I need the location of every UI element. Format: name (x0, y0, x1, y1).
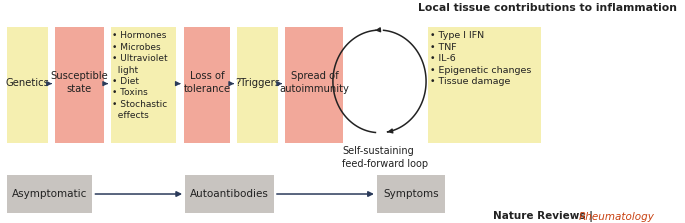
Text: Nature Reviews |: Nature Reviews | (493, 211, 597, 222)
Text: ?Triggers: ?Triggers (235, 78, 280, 87)
Text: Symptoms: Symptoms (383, 189, 439, 199)
Text: Self-sustaining
feed-forward loop: Self-sustaining feed-forward loop (342, 146, 429, 169)
FancyBboxPatch shape (237, 27, 278, 143)
Text: Susceptible
state: Susceptible state (51, 71, 108, 94)
FancyBboxPatch shape (55, 27, 104, 143)
Text: Rheumatology: Rheumatology (579, 212, 655, 222)
FancyBboxPatch shape (377, 175, 445, 213)
FancyBboxPatch shape (111, 27, 176, 143)
Text: Local tissue contributions to inflammation: Local tissue contributions to inflammati… (419, 3, 677, 13)
Text: Genetics: Genetics (5, 78, 49, 87)
FancyBboxPatch shape (428, 27, 541, 143)
FancyBboxPatch shape (185, 175, 274, 213)
Text: • Hormones
• Microbes
• Ultraviolet
  light
• Diet
• Toxins
• Stochastic
  effec: • Hormones • Microbes • Ultraviolet ligh… (112, 31, 168, 120)
Text: Autoantibodies: Autoantibodies (190, 189, 269, 199)
Text: • Type I IFN
• TNF
• IL-6
• Epigenetic changes
• Tissue damage: • Type I IFN • TNF • IL-6 • Epigenetic c… (430, 31, 532, 86)
Text: Asymptomatic: Asymptomatic (12, 189, 88, 199)
FancyBboxPatch shape (7, 27, 48, 143)
FancyBboxPatch shape (285, 27, 343, 143)
Text: Spread of
autoimmunity: Spread of autoimmunity (279, 71, 349, 94)
Text: Loss of
tolerance: Loss of tolerance (184, 71, 230, 94)
FancyBboxPatch shape (184, 27, 230, 143)
FancyBboxPatch shape (7, 175, 92, 213)
